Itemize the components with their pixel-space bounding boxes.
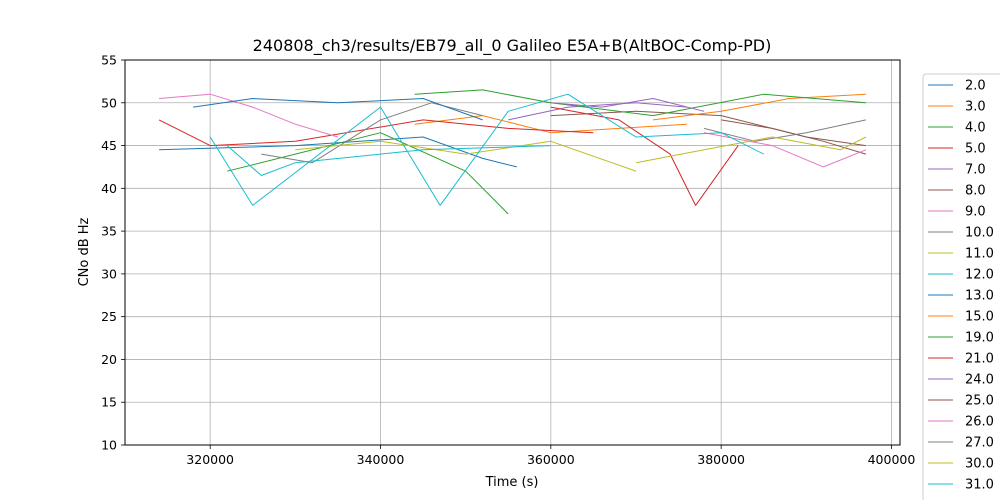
legend-box <box>922 73 1000 500</box>
legend-label: 15.0 <box>965 310 994 325</box>
series-line-3.0 <box>414 115 688 134</box>
y-tick-label: 45 <box>101 138 117 153</box>
y-tick-label: 55 <box>101 53 117 68</box>
y-tick-label: 25 <box>101 309 117 324</box>
legend-label: 12.0 <box>965 268 994 283</box>
series-line-21.0 <box>550 106 739 206</box>
legend-label: 9.0 <box>965 205 986 220</box>
series-line-4.0 <box>227 132 509 215</box>
x-tick-label: 340000 <box>357 452 405 467</box>
legend-label: 11.0 <box>965 247 994 262</box>
legend-label: 5.0 <box>965 142 986 157</box>
series-line-30.0 <box>635 136 867 164</box>
series-line-9.0 <box>159 93 339 138</box>
series-line-26.0 <box>704 132 867 168</box>
y-tick-label: 15 <box>101 395 117 410</box>
x-tick-label: 380000 <box>697 452 745 467</box>
y-tick-label: 30 <box>101 266 117 281</box>
series-line-5.0 <box>158 119 594 147</box>
y-tick-label: 20 <box>101 352 117 367</box>
legend-label: 21.0 <box>965 352 994 367</box>
series-line-24.0 <box>550 98 705 112</box>
legend-label: 25.0 <box>965 394 994 409</box>
y-tick-label: 10 <box>101 438 117 453</box>
series-line-31.0 <box>209 93 764 206</box>
series-line-19.0 <box>414 89 866 117</box>
y-axis-label: CNo dB Hz <box>77 217 92 286</box>
legend-label: 2.0 <box>965 79 986 94</box>
y-tick-label: 35 <box>101 224 117 239</box>
series-line-13.0 <box>193 98 483 121</box>
series-line-11.0 <box>295 140 637 172</box>
legend-label: 4.0 <box>965 121 986 136</box>
x-tick-label: 320000 <box>186 452 234 467</box>
series-line-27.0 <box>703 119 867 142</box>
y-tick-label: 40 <box>101 181 117 196</box>
series-line-2.0 <box>159 136 517 168</box>
legend-label: 13.0 <box>965 289 994 304</box>
legend-label: 8.0 <box>965 184 986 199</box>
series-line-15.0 <box>652 93 866 121</box>
legend-label: 7.0 <box>965 163 986 178</box>
legend: 2.0 3.0 4.0 5.0 7.0 8.0 9.0 10.0 11.0 12.0 13.0 15.… <box>922 73 1000 500</box>
legend-label: 30.0 <box>965 457 994 472</box>
x-tick-label: 360000 <box>527 452 575 467</box>
legend-label: 26.0 <box>965 415 994 430</box>
series-line-10.0 <box>261 102 483 164</box>
axis-ticks: 320000 340000 360000 380000 400000 10 15 20 25 30… <box>101 53 915 468</box>
series-line-7.0 <box>508 102 688 121</box>
series-line-12.0 <box>226 145 551 176</box>
legend-label: 10.0 <box>965 226 994 241</box>
legend-label: 19.0 <box>965 331 994 346</box>
x-axis-label: Time (s) <box>485 475 539 490</box>
legend-label: 3.0 <box>965 100 986 115</box>
y-tick-label: 50 <box>101 95 117 110</box>
legend-label: 31.0 <box>965 478 994 493</box>
plot-frame <box>124 59 901 446</box>
series-line-8.0 <box>550 110 866 147</box>
legend-label: 27.0 <box>965 436 994 451</box>
chart-title: 240808_ch3/results/EB79_all_0 Galileo E5… <box>253 36 772 56</box>
x-tick-label: 400000 <box>868 452 916 467</box>
legend-label: 24.0 <box>965 373 994 388</box>
series-lines <box>158 89 867 215</box>
